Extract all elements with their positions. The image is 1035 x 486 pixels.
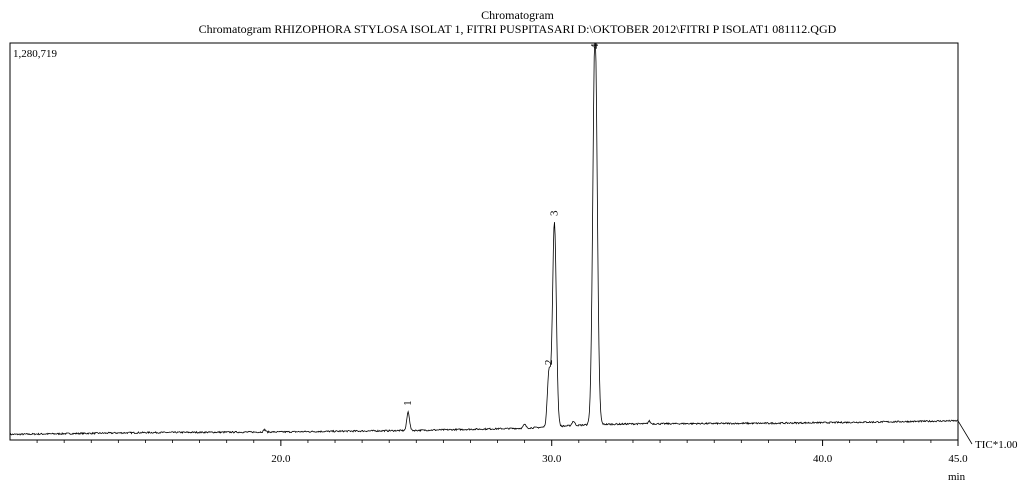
peak-label-1: 1 [402,400,414,406]
plot-frame [9,42,959,441]
trace-label: TIC*1.00 [975,439,1018,451]
x-axis: 20.0 30.0 40.0 45.0 [36,440,968,465]
x-tick-label-0: 20.0 [271,453,291,465]
peak-label-3: 3 [548,210,560,216]
y-max-label: 1,280,719 [13,48,58,60]
x-axis-label: min [948,471,966,483]
chart-subtitle: Chromatogram RHIZOPHORA STYLOSA ISOLAT 1… [198,22,837,36]
peak-label-2: 2 [543,360,555,366]
tic-trace [9,42,959,436]
trace-label-leader [957,420,973,445]
x-tick-label-3: 45.0 [948,453,968,465]
x-tick-label-2: 40.0 [813,453,833,465]
x-tick-label-1: 30.0 [542,453,562,465]
chart-title: Chromatogram [481,8,554,22]
